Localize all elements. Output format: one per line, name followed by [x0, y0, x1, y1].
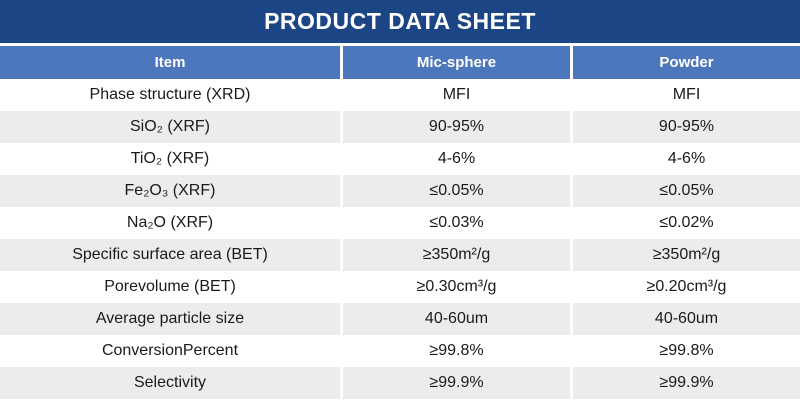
- powder-cell: ≤0.05%: [570, 175, 800, 207]
- table-row: SiO₂ (XRF) 90-95% 90-95%: [0, 111, 800, 143]
- item-cell: Selectivity: [0, 367, 340, 399]
- table-header-row: Item Mic-sphere Powder: [0, 46, 800, 79]
- powder-cell: 40-60um: [570, 303, 800, 335]
- column-header-item: Item: [0, 46, 340, 79]
- table-row: Selectivity ≥99.9% ≥99.9%: [0, 367, 800, 399]
- powder-cell: ≤0.02%: [570, 207, 800, 239]
- table-row: Na₂O (XRF) ≤0.03% ≤0.02%: [0, 207, 800, 239]
- item-cell: Specific surface area (BET): [0, 239, 340, 271]
- mic-sphere-cell: MFI: [340, 79, 570, 111]
- mic-sphere-cell: 4-6%: [340, 143, 570, 175]
- powder-cell: 90-95%: [570, 111, 800, 143]
- mic-sphere-cell: ≤0.03%: [340, 207, 570, 239]
- item-cell: Average particle size: [0, 303, 340, 335]
- data-table: Item Mic-sphere Powder Phase structure (…: [0, 46, 800, 399]
- powder-cell: 4-6%: [570, 143, 800, 175]
- powder-cell: ≥350m²/g: [570, 239, 800, 271]
- column-header-mic-sphere: Mic-sphere: [340, 46, 570, 79]
- item-cell: Phase structure (XRD): [89, 86, 251, 103]
- column-header-powder: Powder: [570, 46, 800, 79]
- table-row: Average particle size 40-60um 40-60um: [0, 303, 800, 335]
- item-cell: Na₂O (XRF): [126, 214, 214, 231]
- title-bar: PRODUCT DATA SHEET: [0, 0, 800, 43]
- powder-cell: ≥0.20cm³/g: [570, 271, 800, 303]
- mic-sphere-cell: ≥99.9%: [340, 367, 570, 399]
- item-cell: TiO₂ (XRF): [130, 150, 210, 167]
- table-row: Porevolume (BET) ≥0.30cm³/g ≥0.20cm³/g: [0, 271, 800, 303]
- table-row: ConversionPercent ≥99.8% ≥99.8%: [0, 335, 800, 367]
- mic-sphere-cell: ≤0.05%: [340, 175, 570, 207]
- mic-sphere-cell: ≥350m²/g: [340, 239, 570, 271]
- powder-cell: MFI: [570, 79, 800, 111]
- powder-cell: ≥99.9%: [570, 367, 800, 399]
- table-row: Fe₂O₃ (XRF) ≤0.05% ≤0.05%: [0, 175, 800, 207]
- mic-sphere-cell: 90-95%: [340, 111, 570, 143]
- item-cell: SiO₂ (XRF): [0, 111, 340, 143]
- item-cell: Porevolume (BET): [104, 278, 236, 295]
- page-title: PRODUCT DATA SHEET: [264, 8, 536, 34]
- mic-sphere-cell: ≥99.8%: [340, 335, 570, 367]
- mic-sphere-cell: 40-60um: [340, 303, 570, 335]
- item-cell: Fe₂O₃ (XRF): [0, 175, 340, 207]
- table-row: Specific surface area (BET) ≥350m²/g ≥35…: [0, 239, 800, 271]
- item-cell: ConversionPercent: [101, 342, 239, 359]
- title-table-divider: [0, 43, 800, 46]
- table-row: TiO₂ (XRF) 4-6% 4-6%: [0, 143, 800, 175]
- powder-cell: ≥99.8%: [570, 335, 800, 367]
- table-row: Phase structure (XRD) MFI MFI: [0, 79, 800, 111]
- mic-sphere-cell: ≥0.30cm³/g: [340, 271, 570, 303]
